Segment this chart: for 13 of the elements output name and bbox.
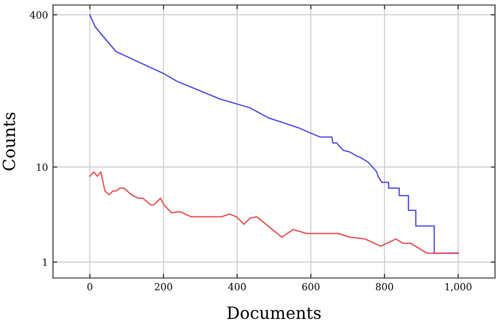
line-series <box>89 171 459 254</box>
y-tick-label: 1 <box>43 258 47 266</box>
x-tick-label: 1,000 <box>445 283 472 292</box>
x-tick-label: 800 <box>376 283 394 290</box>
y-tick-label: 400 <box>30 11 48 19</box>
x-tick-label: 200 <box>154 283 172 290</box>
x-tick-label: 0 <box>87 283 92 290</box>
x-tick-label: 600 <box>302 283 320 290</box>
y-axis-title: Counts <box>2 112 16 170</box>
line-series <box>89 14 459 254</box>
y-tick-label: 10 <box>36 164 48 171</box>
x-axis-title: Documents <box>227 306 321 320</box>
x-tick-label: 400 <box>228 283 246 290</box>
